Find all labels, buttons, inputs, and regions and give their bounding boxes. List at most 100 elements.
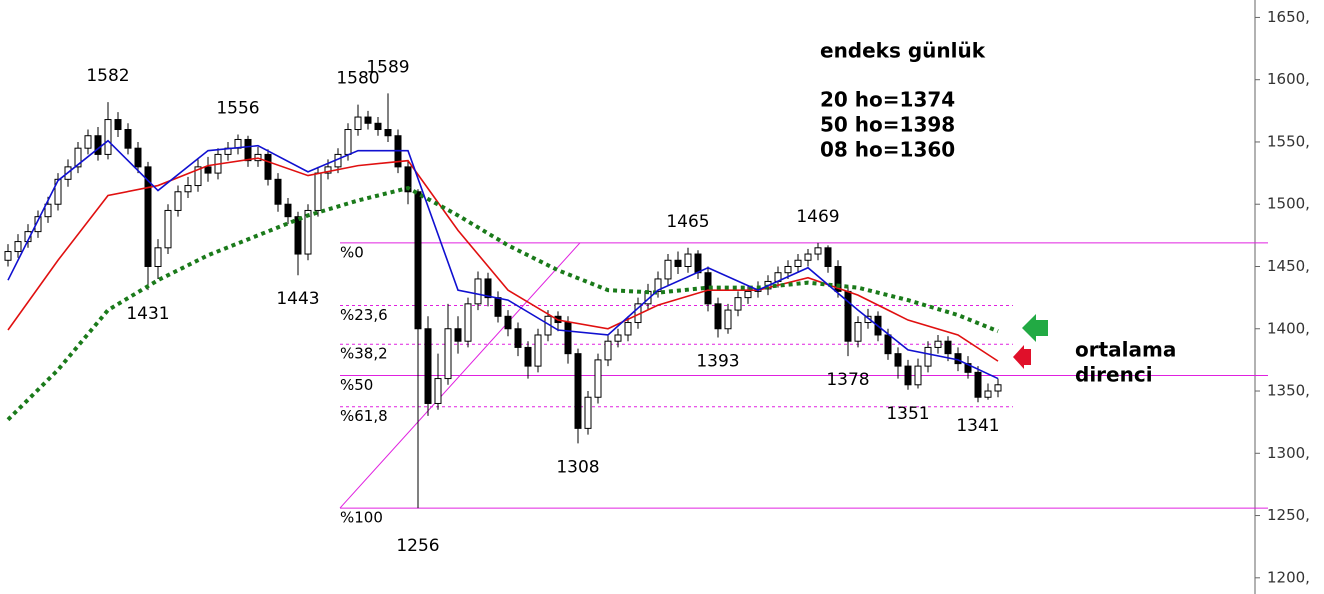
price-label: 1443 bbox=[276, 289, 319, 309]
fib-label: %0 bbox=[340, 243, 364, 261]
candle-body bbox=[464, 303, 472, 342]
candle-body bbox=[454, 328, 462, 342]
candle-body bbox=[274, 178, 282, 205]
price-label: 1378 bbox=[826, 370, 869, 390]
candle-body bbox=[424, 328, 432, 404]
candle-body bbox=[604, 340, 612, 361]
candle-body bbox=[954, 353, 962, 365]
candle-body bbox=[734, 297, 742, 311]
candle-body bbox=[164, 209, 172, 249]
candle-body bbox=[484, 278, 492, 299]
candle-body bbox=[714, 303, 722, 330]
candle-body bbox=[304, 209, 312, 255]
candle-body bbox=[574, 353, 582, 429]
y-tick-label: 1450, bbox=[1267, 257, 1310, 275]
candle-body bbox=[114, 119, 122, 131]
chart-title: endeks günlük bbox=[820, 39, 986, 63]
price-label: 1351 bbox=[886, 404, 929, 424]
legend-entry: 50 ho=1398 bbox=[820, 113, 955, 137]
candle-body bbox=[364, 116, 372, 124]
candle-body bbox=[284, 203, 292, 218]
candle-body bbox=[654, 278, 662, 292]
candle-body bbox=[984, 390, 992, 398]
y-tick-label: 1650, bbox=[1267, 8, 1310, 26]
candle-body bbox=[894, 353, 902, 367]
fib-label: %38,2 bbox=[340, 345, 388, 363]
candle-body bbox=[684, 253, 692, 267]
candle-body bbox=[154, 247, 162, 267]
y-tick-label: 1300, bbox=[1267, 444, 1310, 462]
candle-body bbox=[504, 315, 512, 330]
y-tick-label: 1200, bbox=[1267, 568, 1310, 586]
candle-body bbox=[494, 297, 502, 317]
fib-label: %100 bbox=[340, 509, 383, 527]
candle-body bbox=[474, 278, 482, 305]
fib-trend bbox=[339, 242, 581, 509]
candle-body bbox=[314, 172, 322, 211]
price-label: 1431 bbox=[126, 304, 169, 324]
candle-body bbox=[354, 116, 362, 131]
candle-body bbox=[4, 251, 12, 261]
candle-body bbox=[244, 138, 252, 162]
price-label: 1589 bbox=[366, 57, 409, 77]
candle-body bbox=[614, 334, 622, 342]
candle-body bbox=[34, 216, 42, 233]
candle-body bbox=[74, 147, 82, 168]
note: direnci bbox=[1075, 363, 1153, 387]
candle-body bbox=[724, 309, 732, 330]
price-label: 1393 bbox=[696, 351, 739, 371]
price-label: 1256 bbox=[396, 536, 439, 556]
candle-body bbox=[814, 247, 822, 255]
candle-body bbox=[854, 322, 862, 342]
price-label: 1580 bbox=[336, 69, 379, 89]
candle-body bbox=[664, 259, 672, 280]
candle-body bbox=[14, 241, 22, 253]
candle-body bbox=[564, 322, 572, 355]
candle-body bbox=[884, 334, 892, 355]
candle-body bbox=[204, 166, 212, 174]
candle-body bbox=[594, 359, 602, 398]
price-label: 1465 bbox=[666, 212, 709, 232]
ma-line bbox=[7, 157, 999, 362]
candle-body bbox=[794, 259, 802, 267]
candle-body bbox=[904, 365, 912, 386]
candle-body bbox=[144, 166, 152, 267]
candle-body bbox=[924, 346, 932, 367]
arrow-red bbox=[1013, 345, 1031, 369]
legend-entry: 20 ho=1374 bbox=[820, 88, 955, 112]
candle-body bbox=[294, 216, 302, 255]
ma-line bbox=[6, 185, 999, 422]
candle-body bbox=[174, 191, 182, 211]
price-label: 1582 bbox=[86, 66, 129, 86]
candle-body bbox=[914, 365, 922, 386]
candle-body bbox=[374, 122, 382, 131]
price-label: 1469 bbox=[796, 207, 839, 227]
fib-label: %61,8 bbox=[340, 407, 388, 425]
candle-body bbox=[414, 191, 422, 330]
candle-body bbox=[84, 135, 92, 149]
price-label: 1556 bbox=[216, 98, 259, 118]
candle-body bbox=[384, 129, 392, 137]
candle-body bbox=[584, 396, 592, 429]
y-tick-label: 1600, bbox=[1267, 70, 1310, 88]
candle-body bbox=[524, 346, 532, 367]
candle-body bbox=[324, 166, 332, 174]
y-tick-label: 1500, bbox=[1267, 195, 1310, 213]
candle-body bbox=[444, 328, 452, 380]
candle-body bbox=[404, 166, 412, 193]
candle-body bbox=[964, 363, 972, 373]
candle-body bbox=[824, 247, 832, 267]
ma-line bbox=[7, 139, 999, 380]
candle-body bbox=[624, 322, 632, 336]
fib-label: %50 bbox=[340, 376, 373, 394]
candle-body bbox=[134, 147, 142, 168]
y-tick-label: 1400, bbox=[1267, 319, 1310, 337]
candle-body bbox=[804, 253, 812, 261]
candle-body bbox=[344, 129, 352, 155]
candle-body bbox=[124, 129, 132, 149]
candle-body bbox=[784, 265, 792, 274]
candle-body bbox=[974, 371, 982, 398]
candle-body bbox=[834, 265, 842, 292]
